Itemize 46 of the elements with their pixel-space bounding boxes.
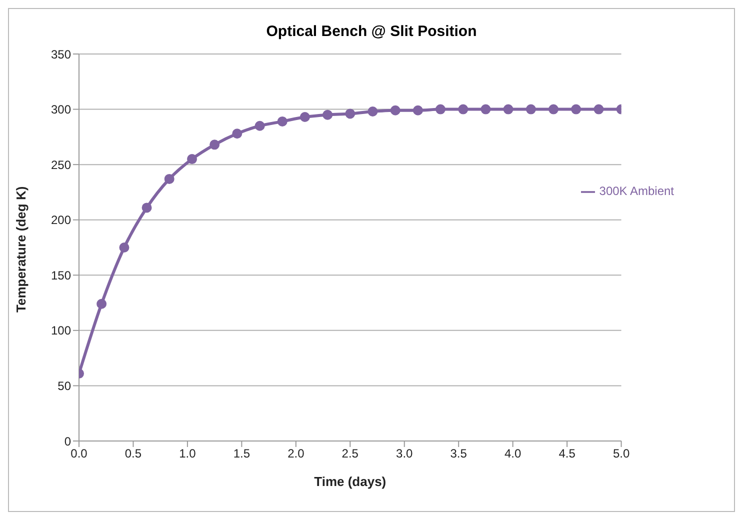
x-tick-label: 1.0 [179,446,196,461]
point [503,104,514,114]
y-tick-label: 100 [50,324,72,338]
point [571,104,582,114]
x-tick-label: 0.5 [124,446,142,461]
y-axis-title: Temperature (deg K) [14,186,29,312]
x-tick-label: 2.5 [342,446,359,461]
y-tick-label: 300 [50,102,72,117]
point [300,112,310,122]
x-tick-label: 3.5 [450,446,468,461]
point [345,108,356,119]
point [435,104,446,114]
x-tick-label: 1.5 [233,446,250,461]
point [142,202,152,213]
x-tick-label: 4.5 [558,446,576,461]
point [187,154,198,164]
x-axis-title: Time (days) [314,474,386,489]
x-tick-label: 2.0 [288,446,305,461]
point [368,106,378,116]
point [480,104,491,114]
point [594,104,604,114]
x-tick-label: 0.0 [70,446,88,461]
chart-title: Optical Bench @ Slit Position [265,23,478,40]
point [210,140,220,150]
point [390,105,400,116]
x-tick-label: 3.0 [396,446,414,461]
point [164,174,174,184]
point [322,110,333,120]
y-tick-label: 0 [64,434,72,448]
legend-label: 300K Ambient [599,184,674,198]
point [412,105,423,116]
point [96,298,107,309]
y-tick-label: 50 [58,378,72,393]
point [254,120,265,131]
x-tick-label: 5.0 [612,446,630,461]
point [277,116,288,126]
y-tick-label: 150 [50,268,72,282]
point [458,104,468,114]
point [119,242,130,252]
y-tick-label: 350 [50,47,72,62]
point [526,104,536,114]
point [548,104,558,114]
y-tick-label: 200 [50,213,72,228]
x-tick-label: 4.0 [504,446,522,461]
y-tick-label: 250 [50,158,72,172]
point [232,128,242,139]
